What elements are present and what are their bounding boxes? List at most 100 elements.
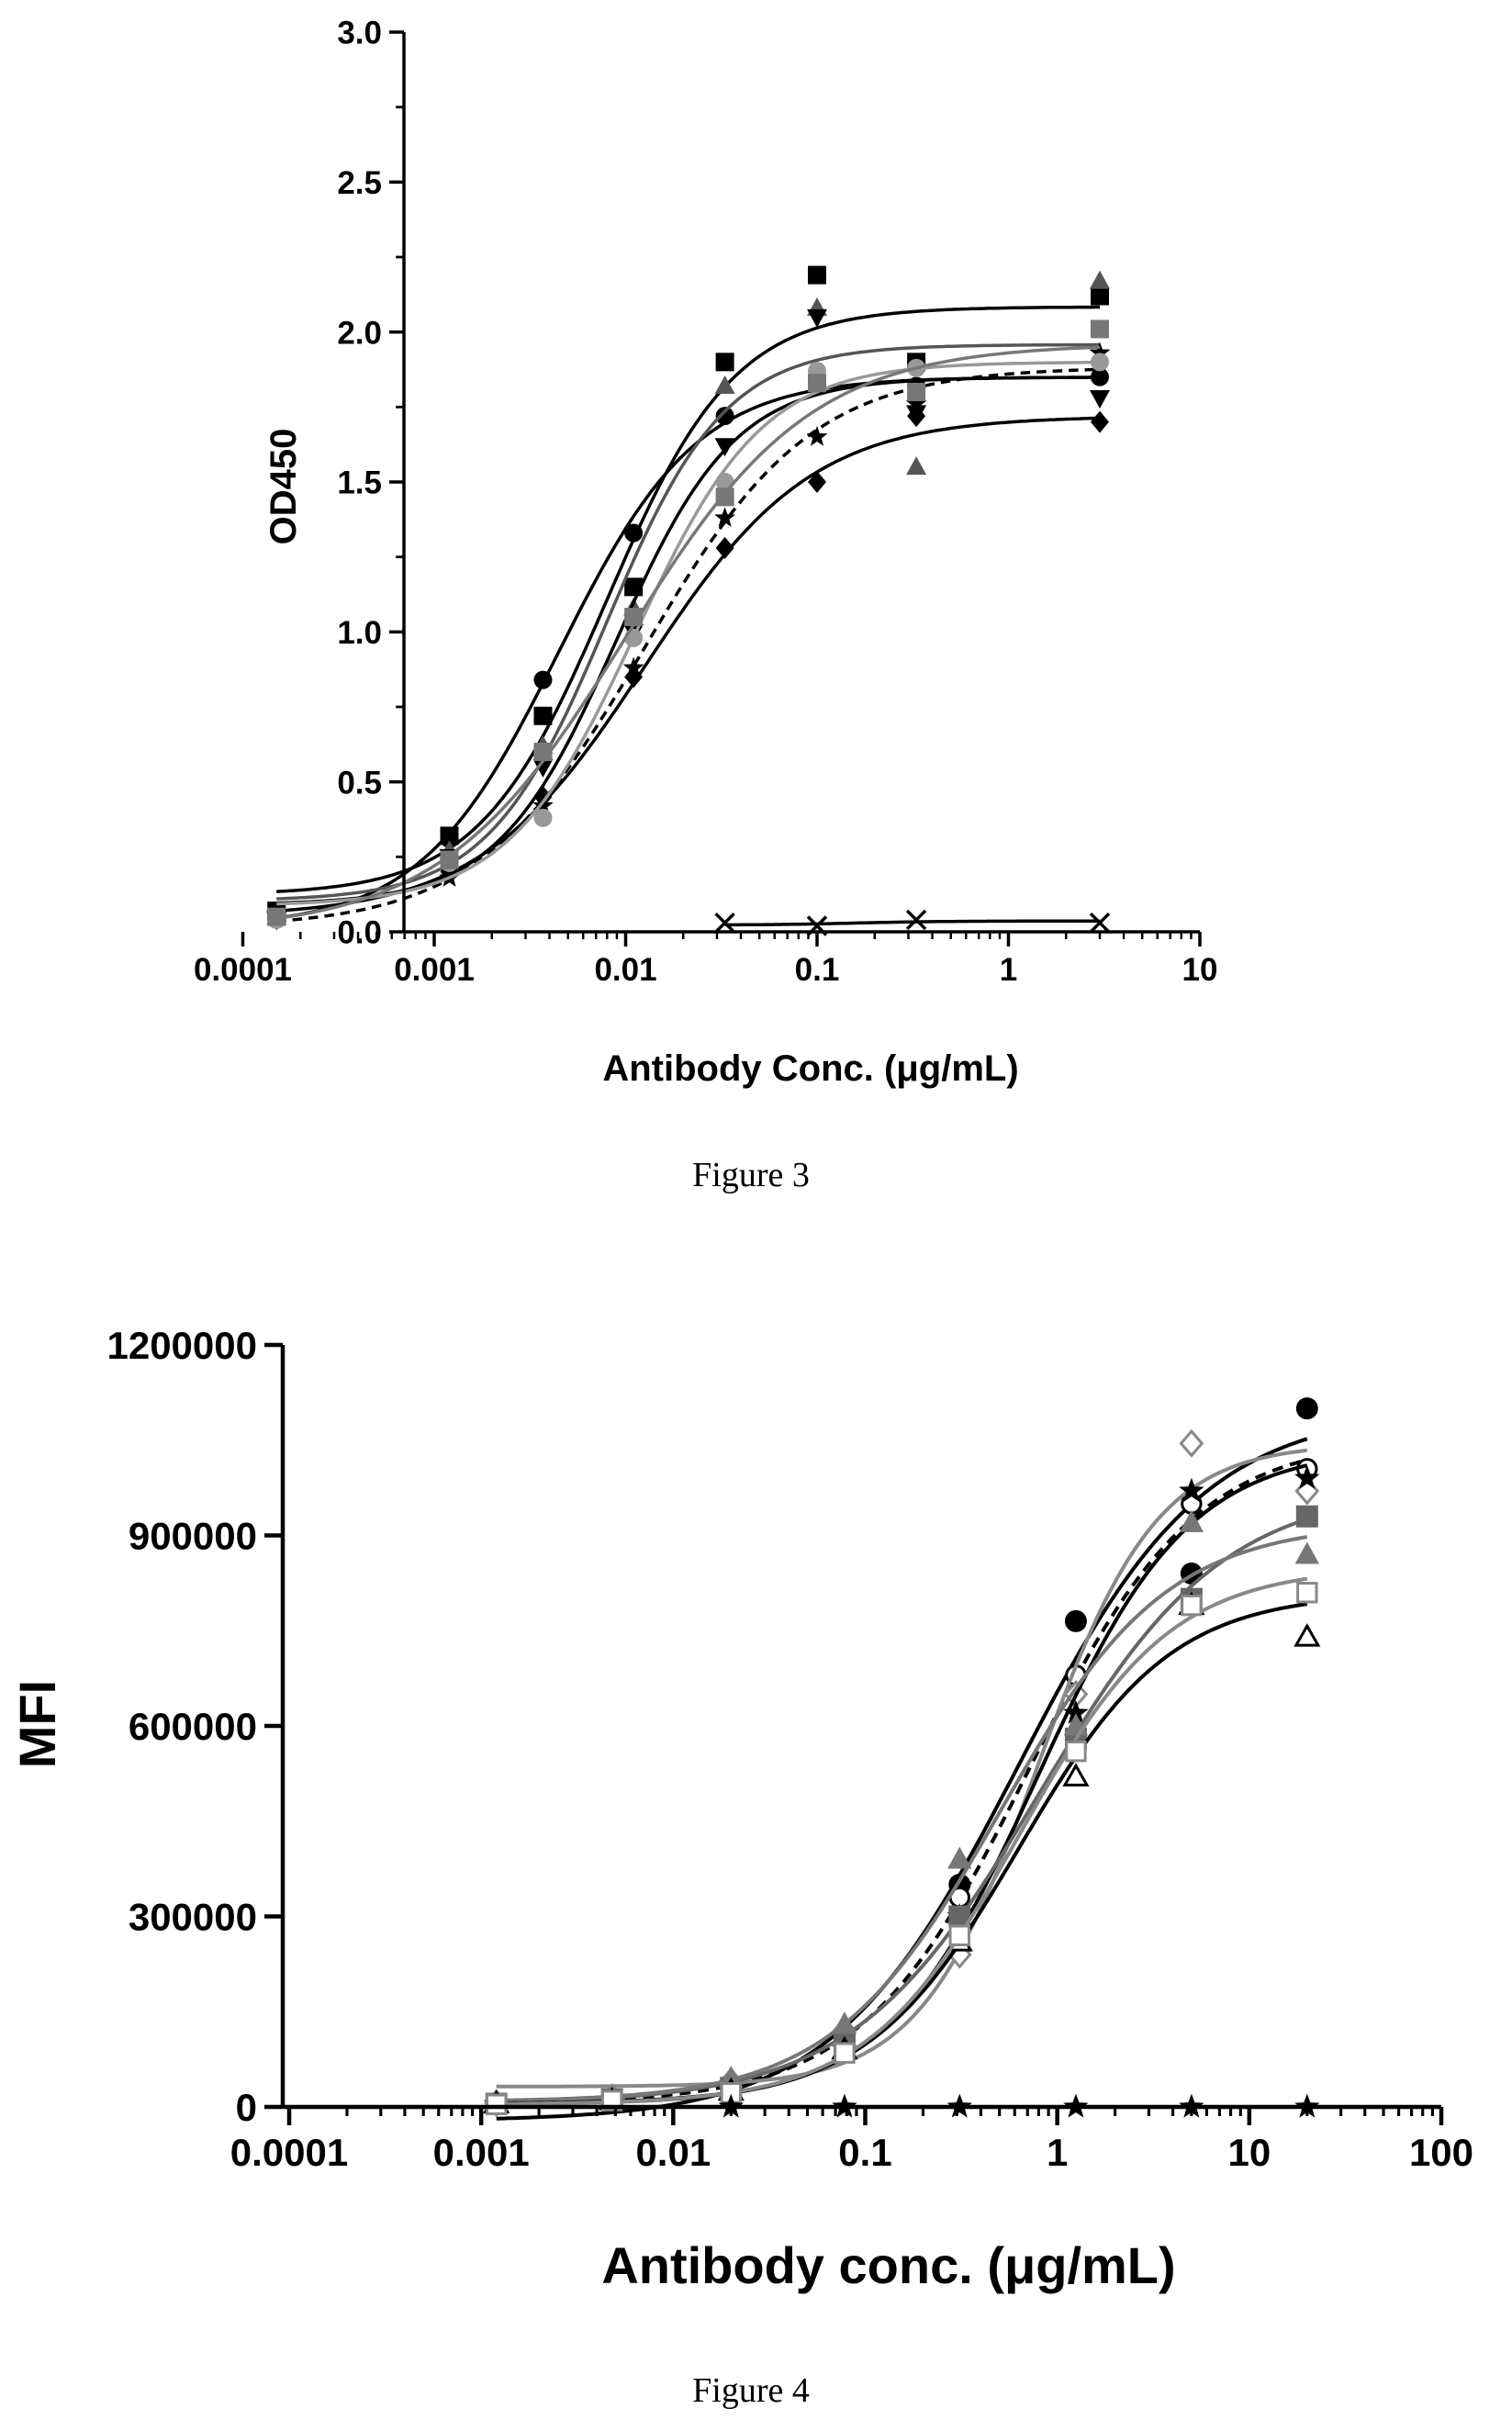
fig3-series-9	[714, 909, 1111, 936]
fig4-axes: 0 300000 600000 900000 1200000 0.0001 0.001 0.0…	[106, 1324, 1473, 2174]
fig3-series-4	[266, 308, 1110, 931]
fig4-series-8-point	[1181, 1594, 1203, 1617]
fig3-x-tick-label: 1	[1000, 952, 1017, 988]
fig4-series-3-curve	[496, 1448, 1308, 2089]
fig4-series-8-point	[948, 1924, 970, 1946]
fig3-axes: 0.0 0.5 1.0 1.5 2.0 2.5 3.0 0.0001 0.001 0.01 0.1 1…	[194, 16, 1218, 988]
fig3-y-tick-label: 0.5	[337, 765, 382, 801]
fig4-series-2-curve	[496, 1458, 1308, 2105]
fig3-series-4-point	[714, 438, 735, 457]
fig4-series-6-point	[832, 2011, 857, 2034]
fig3-series-4-point	[532, 758, 554, 778]
fig3-series-6-point	[905, 393, 927, 413]
fig3-series-4-point	[807, 308, 827, 328]
fig3-series-8-point	[907, 383, 926, 401]
fig3-x-tick-label: 0.001	[394, 952, 475, 988]
fig3-series-8-point	[624, 608, 644, 626]
fig3-series-3-point	[714, 375, 735, 394]
fig4-series-8	[486, 1576, 1318, 2115]
fig3-y-tick-label: 2.0	[337, 315, 382, 351]
fig3-series-8-curve	[275, 345, 1101, 921]
fig4-plot-area	[483, 1397, 1321, 2121]
fig3-series-3-curve	[276, 342, 1100, 901]
fig3-series-6-point	[806, 426, 828, 446]
fig4-series-6-point	[719, 2066, 744, 2089]
fig4-series-6-point	[1179, 1509, 1204, 1532]
fig4-x-axis-label: Antibody conc. (μg/mL)	[601, 2236, 1175, 2294]
fig3-series-1-curve	[276, 305, 1100, 893]
fig3-series-7-point	[533, 808, 553, 827]
fig3-series-7	[267, 353, 1109, 929]
fig4-series-6-point	[947, 1846, 972, 1869]
fig3-series-2-point	[440, 829, 459, 848]
fig4-series-4	[484, 1463, 1320, 2115]
fig4-series-1-point	[1295, 1397, 1318, 1420]
fig3-series-6-point	[622, 656, 644, 678]
fig3-y-tick-label: 0.0	[337, 915, 382, 951]
fig4-series-1-point	[1064, 1609, 1087, 1632]
figure-4-chart: 0 300000 600000 900000 1200000 0.0001 0.001 0.0…	[8, 1324, 1473, 2410]
fig3-series-6-point	[1089, 342, 1111, 363]
fig3-series-9-point	[714, 912, 735, 934]
fig3-y-tick-label: 3.0	[337, 16, 382, 51]
fig4-x-tick-label: 1	[1047, 2131, 1068, 2174]
fig4-x-tick-label: 0.01	[635, 2131, 711, 2174]
fig4-series-8-point	[1065, 1740, 1087, 1763]
fig3-series-8	[267, 319, 1109, 926]
fig3-series-9-point	[1089, 912, 1111, 934]
fig4-series-8-point	[486, 2093, 508, 2115]
fig3-series-6-point	[532, 794, 554, 815]
fig4-series-4-point	[1294, 1464, 1320, 1489]
fig3-series-7-curve	[276, 360, 1101, 906]
fig3-series-7-point	[1090, 353, 1109, 372]
fig4-y-tick-label: 1200000	[106, 1324, 257, 1367]
fig4-series-8-curve	[496, 1576, 1308, 2106]
fig3-series-4-point	[1089, 390, 1110, 409]
fig4-series-6-curve	[496, 1535, 1308, 2102]
fig3-series-2	[267, 367, 1109, 924]
fig3-series-1-point	[715, 353, 734, 372]
fig3-series-3	[266, 270, 1110, 925]
figure-3-chart: 0.0 0.5 1.0 1.5 2.0 2.5 3.0 0.0001 0.001 0.01 0.1 1…	[194, 16, 1218, 1194]
fig4-y-tick-label: 0	[236, 2086, 257, 2129]
fig3-series-3-point	[1089, 270, 1110, 289]
fig3-series-8-point	[715, 487, 734, 507]
fig3-caption: Figure 3	[692, 1156, 810, 1194]
fig3-series-8-point	[440, 850, 459, 869]
fig3-series-5-point	[1090, 410, 1109, 433]
fig3-series-6-curve	[276, 367, 1101, 924]
fig3-plot-area	[265, 265, 1111, 936]
fig4-series-8-point	[1296, 1582, 1318, 1604]
fig3-series-9-point	[905, 909, 927, 931]
fig4-series-7-point	[1062, 1763, 1090, 1787]
fig3-x-tick-label: 10	[1182, 952, 1218, 988]
fig4-series-1-curve	[496, 1437, 1308, 2121]
fig4-x-tick-label: 0.0001	[230, 2131, 348, 2174]
fig3-series-2-point	[624, 523, 644, 543]
fig4-series-4-point	[1179, 1477, 1204, 1502]
fig4-x-tick-label: 0.001	[433, 2131, 530, 2174]
fig3-x-tick-label: 0.0001	[194, 952, 292, 988]
fig4-x-tick-label: 0.1	[838, 2131, 891, 2174]
fig4-series-7-point	[1294, 1623, 1321, 1647]
fig3-x-tick-label: 0.1	[795, 952, 840, 988]
fig3-series-8-point	[808, 374, 826, 393]
fig3-series-8-point	[267, 907, 286, 926]
fig4-y-tick-label: 900000	[129, 1515, 257, 1558]
fig3-series-1-point	[1090, 286, 1109, 306]
fig4-x-tick-label: 10	[1227, 2131, 1271, 2174]
fig3-series-5-curve	[276, 416, 1101, 913]
fig4-series-4-point	[1063, 1699, 1089, 1724]
fig4-x-tick-label: 100	[1409, 2131, 1473, 2174]
fig4-y-axis-label: MFI	[8, 1680, 66, 1768]
fig3-y-axis-label: OD450	[263, 429, 304, 545]
fig3-y-tick-label: 2.5	[337, 165, 382, 201]
fig3-series-1-point	[533, 706, 553, 725]
fig3-x-tick-label: 0.01	[594, 952, 656, 988]
fig4-series-8-point	[834, 2042, 856, 2064]
fig3-y-tick-label: 1.0	[337, 615, 382, 651]
fig4-caption: Figure 4	[692, 2371, 810, 2410]
fig4-series-7	[483, 1591, 1321, 2114]
fig3-series-5-point	[715, 536, 734, 559]
